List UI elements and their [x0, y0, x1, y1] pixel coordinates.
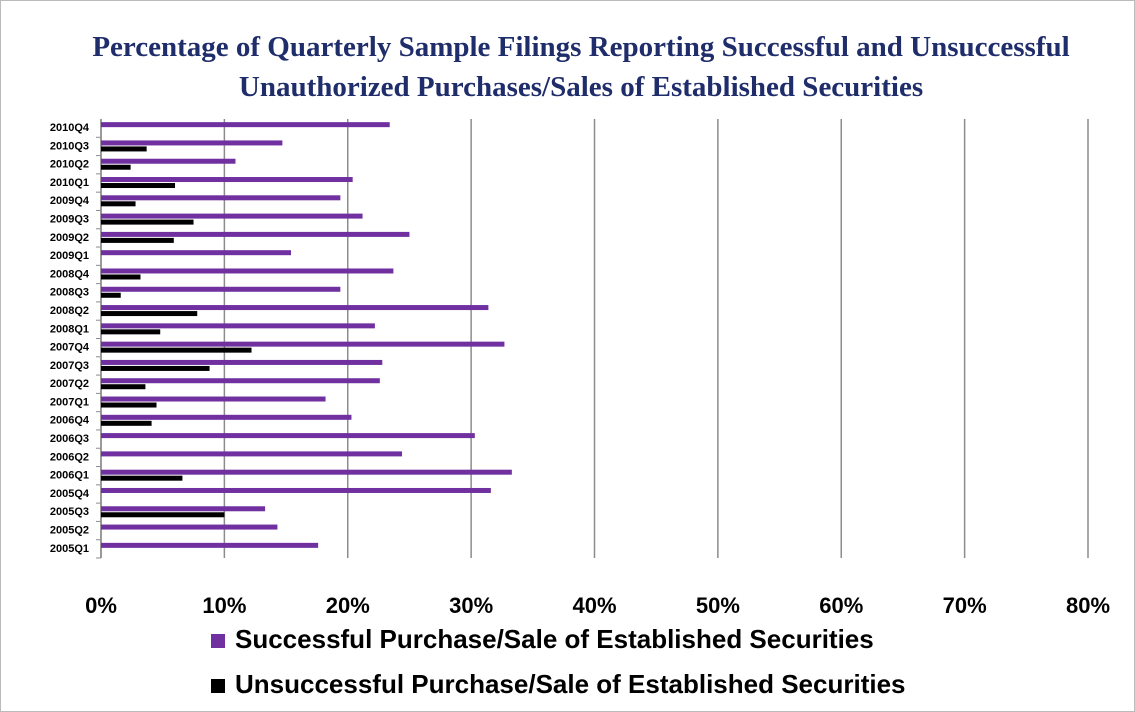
bar: [101, 512, 225, 518]
bar: [101, 201, 136, 207]
x-tick-label: 70%: [943, 593, 987, 618]
bar: [101, 433, 475, 439]
bar: [101, 542, 319, 548]
y-tick-label: 2008Q1: [50, 323, 89, 335]
bar: [101, 250, 291, 256]
bar: [101, 365, 210, 371]
legend-swatch: [211, 679, 225, 693]
bar: [101, 231, 410, 237]
y-tick-label: 2007Q3: [50, 360, 89, 372]
y-tick-label: 2009Q4: [50, 195, 90, 207]
legend-swatch: [211, 634, 225, 648]
bar: [101, 213, 363, 219]
y-tick-label: 2005Q3: [50, 506, 89, 518]
y-tick-label: 2008Q2: [50, 305, 89, 317]
y-tick-label: 2009Q2: [50, 232, 89, 244]
bar: [101, 195, 341, 201]
bar: [101, 359, 383, 365]
bar: [101, 414, 352, 420]
y-tick-label: 2009Q3: [50, 214, 89, 226]
y-tick-label: 2010Q2: [50, 159, 89, 171]
bar: [101, 323, 375, 329]
bar: [101, 469, 512, 475]
y-tick-label: 2005Q4: [50, 488, 90, 500]
bar: [101, 347, 252, 353]
y-tick-label: 2008Q3: [50, 287, 89, 299]
legend-label: Unsuccessful Purchase/Sale of Establishe…: [235, 669, 906, 699]
y-tick-label: 2006Q4: [50, 415, 90, 427]
bar: [101, 164, 131, 170]
bar: [101, 219, 194, 225]
y-tick-label: 2007Q4: [50, 342, 90, 354]
y-tick-label: 2007Q2: [50, 378, 89, 390]
y-tick-label: 2009Q1: [50, 250, 89, 262]
bar: [101, 237, 174, 243]
x-tick-label: 40%: [572, 593, 616, 618]
bar: [101, 378, 380, 384]
x-tick-label: 80%: [1066, 593, 1110, 618]
bar: [101, 402, 157, 408]
y-tick-label: 2010Q1: [50, 177, 89, 189]
bar: [101, 524, 278, 530]
bar: [101, 268, 394, 274]
y-tick-label: 2006Q3: [50, 433, 89, 445]
bar: [101, 451, 403, 457]
bar: [101, 384, 146, 390]
x-tick-label: 30%: [449, 593, 493, 618]
bar: [101, 177, 353, 183]
bar: [101, 183, 176, 189]
x-tick-label: 20%: [326, 593, 370, 618]
bar: [101, 122, 390, 128]
y-tick-label: 2007Q1: [50, 396, 89, 408]
bar: [101, 311, 198, 317]
y-tick-label: 2006Q2: [50, 451, 89, 463]
bar: [101, 506, 266, 512]
y-tick-label: 2010Q3: [50, 140, 89, 152]
bar: [101, 487, 491, 493]
bar: [101, 341, 505, 347]
bar: [101, 140, 283, 146]
x-tick-label: 10%: [202, 593, 246, 618]
y-tick-label: 2010Q4: [50, 122, 90, 134]
bar: [101, 292, 121, 298]
bar: [101, 396, 326, 402]
bar: [101, 274, 141, 280]
x-tick-label: 0%: [85, 593, 117, 618]
x-tick-label: 60%: [819, 593, 863, 618]
bar: [101, 475, 183, 481]
bar: [101, 146, 147, 152]
bar: [101, 329, 161, 335]
y-tick-label: 2008Q4: [50, 268, 90, 280]
chart-title: Percentage of Quarterly Sample Filings R…: [92, 31, 1070, 103]
bar: [101, 420, 152, 426]
bar: [101, 158, 236, 164]
bar: [101, 286, 341, 292]
x-tick-label: 50%: [696, 593, 740, 618]
bar: [101, 305, 489, 311]
y-tick-label: 2006Q1: [50, 470, 89, 482]
y-tick-label: 2005Q2: [50, 524, 89, 536]
y-tick-label: 2005Q1: [50, 543, 89, 555]
legend-label: Successful Purchase/Sale of Established …: [235, 624, 874, 654]
